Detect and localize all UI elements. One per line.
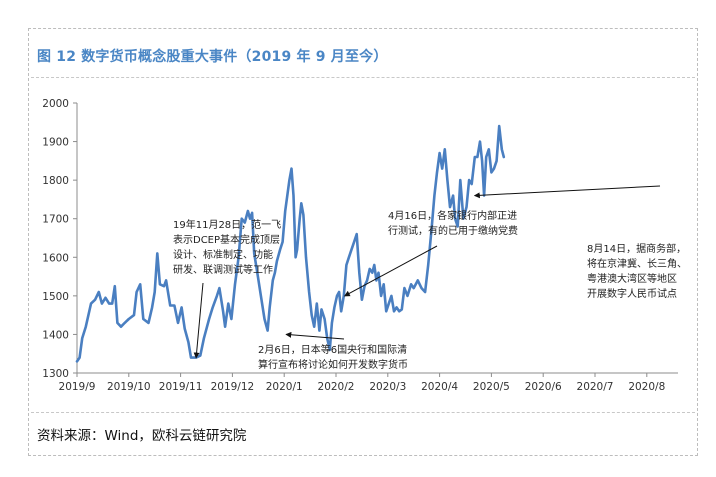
x-tick-label: 2020/3 bbox=[369, 381, 406, 393]
x-tick-label: 2020/2 bbox=[318, 381, 355, 393]
annotation-text-line: 粤港澳大湾区等地区 bbox=[587, 272, 677, 285]
y-tick-label: 1800 bbox=[42, 175, 69, 187]
annotation-text-line: 19年11月28日，范一飞 bbox=[173, 218, 281, 231]
chart-annotations: 19年11月28日，范一飞表示DCEP基本完成顶层设计、标准制定、功能研发、联调… bbox=[173, 185, 687, 371]
annotation-arrow bbox=[285, 331, 345, 340]
y-tick-label: 1600 bbox=[42, 252, 69, 264]
x-tick-label: 2019/12 bbox=[211, 381, 255, 393]
annotation-text-line: 2月6日，日本等6国央行和国际清 bbox=[258, 343, 407, 356]
chart-axes: 1300 1400 1500 1600 1700 1800 1900 2000 2019/9 20… bbox=[42, 98, 678, 393]
x-tick-label: 2020/6 bbox=[525, 381, 562, 393]
annotation-arrow bbox=[193, 282, 204, 359]
x-tick-label: 2019/10 bbox=[107, 381, 151, 393]
y-tick-label: 1500 bbox=[42, 291, 69, 303]
figure-title: 图 12 数字货币概念股重大事件（2019 年 9 月至今） bbox=[37, 49, 388, 65]
y-tick-label: 1700 bbox=[42, 214, 69, 226]
x-tick-label: 2020/5 bbox=[473, 381, 510, 393]
annotation-arrow bbox=[343, 245, 438, 297]
title-divider bbox=[31, 77, 695, 78]
series-line bbox=[75, 124, 506, 363]
x-tick-label: 2020/4 bbox=[421, 381, 458, 393]
annotation-text-line: 研发、联调测试等工作 bbox=[173, 263, 273, 276]
source-note: 资料来源：Wind，欧科云链研究院 bbox=[37, 428, 247, 444]
y-tick-label: 2000 bbox=[42, 98, 69, 110]
y-tick-label: 1400 bbox=[42, 329, 69, 341]
annotation-text-line: 表示DCEP基本完成顶层 bbox=[173, 233, 280, 246]
source-divider bbox=[31, 412, 695, 413]
x-tick-label: 2020/1 bbox=[266, 381, 303, 393]
y-tick-label: 1300 bbox=[42, 368, 69, 380]
annotation-text-line: 开展数字人民币试点 bbox=[587, 287, 677, 300]
annotation-text-line: 设计、标准制定、功能 bbox=[173, 248, 273, 261]
annotation-text-line: 算行宣布将讨论如何开发数字货币 bbox=[258, 358, 408, 371]
annotation-text-line: 8月14日，据商务部， bbox=[587, 242, 686, 255]
annotation-text-line: 行测试，有的已用于缴纳党费 bbox=[388, 224, 518, 237]
figure-frame bbox=[28, 28, 698, 456]
y-tick-label: 1900 bbox=[42, 137, 69, 149]
annotation-arrow bbox=[473, 185, 661, 199]
x-tick-label: 2019/9 bbox=[59, 381, 96, 393]
annotation-text-line: 将在京津冀、长三角、 bbox=[587, 257, 687, 270]
x-tick-label: 2019/11 bbox=[159, 381, 203, 393]
x-tick-label: 2020/7 bbox=[577, 381, 614, 393]
chart-series bbox=[75, 124, 506, 363]
annotation-text-line: 4月16日，各家银行内部正进 bbox=[388, 209, 517, 222]
x-tick-label: 2020/8 bbox=[628, 381, 665, 393]
